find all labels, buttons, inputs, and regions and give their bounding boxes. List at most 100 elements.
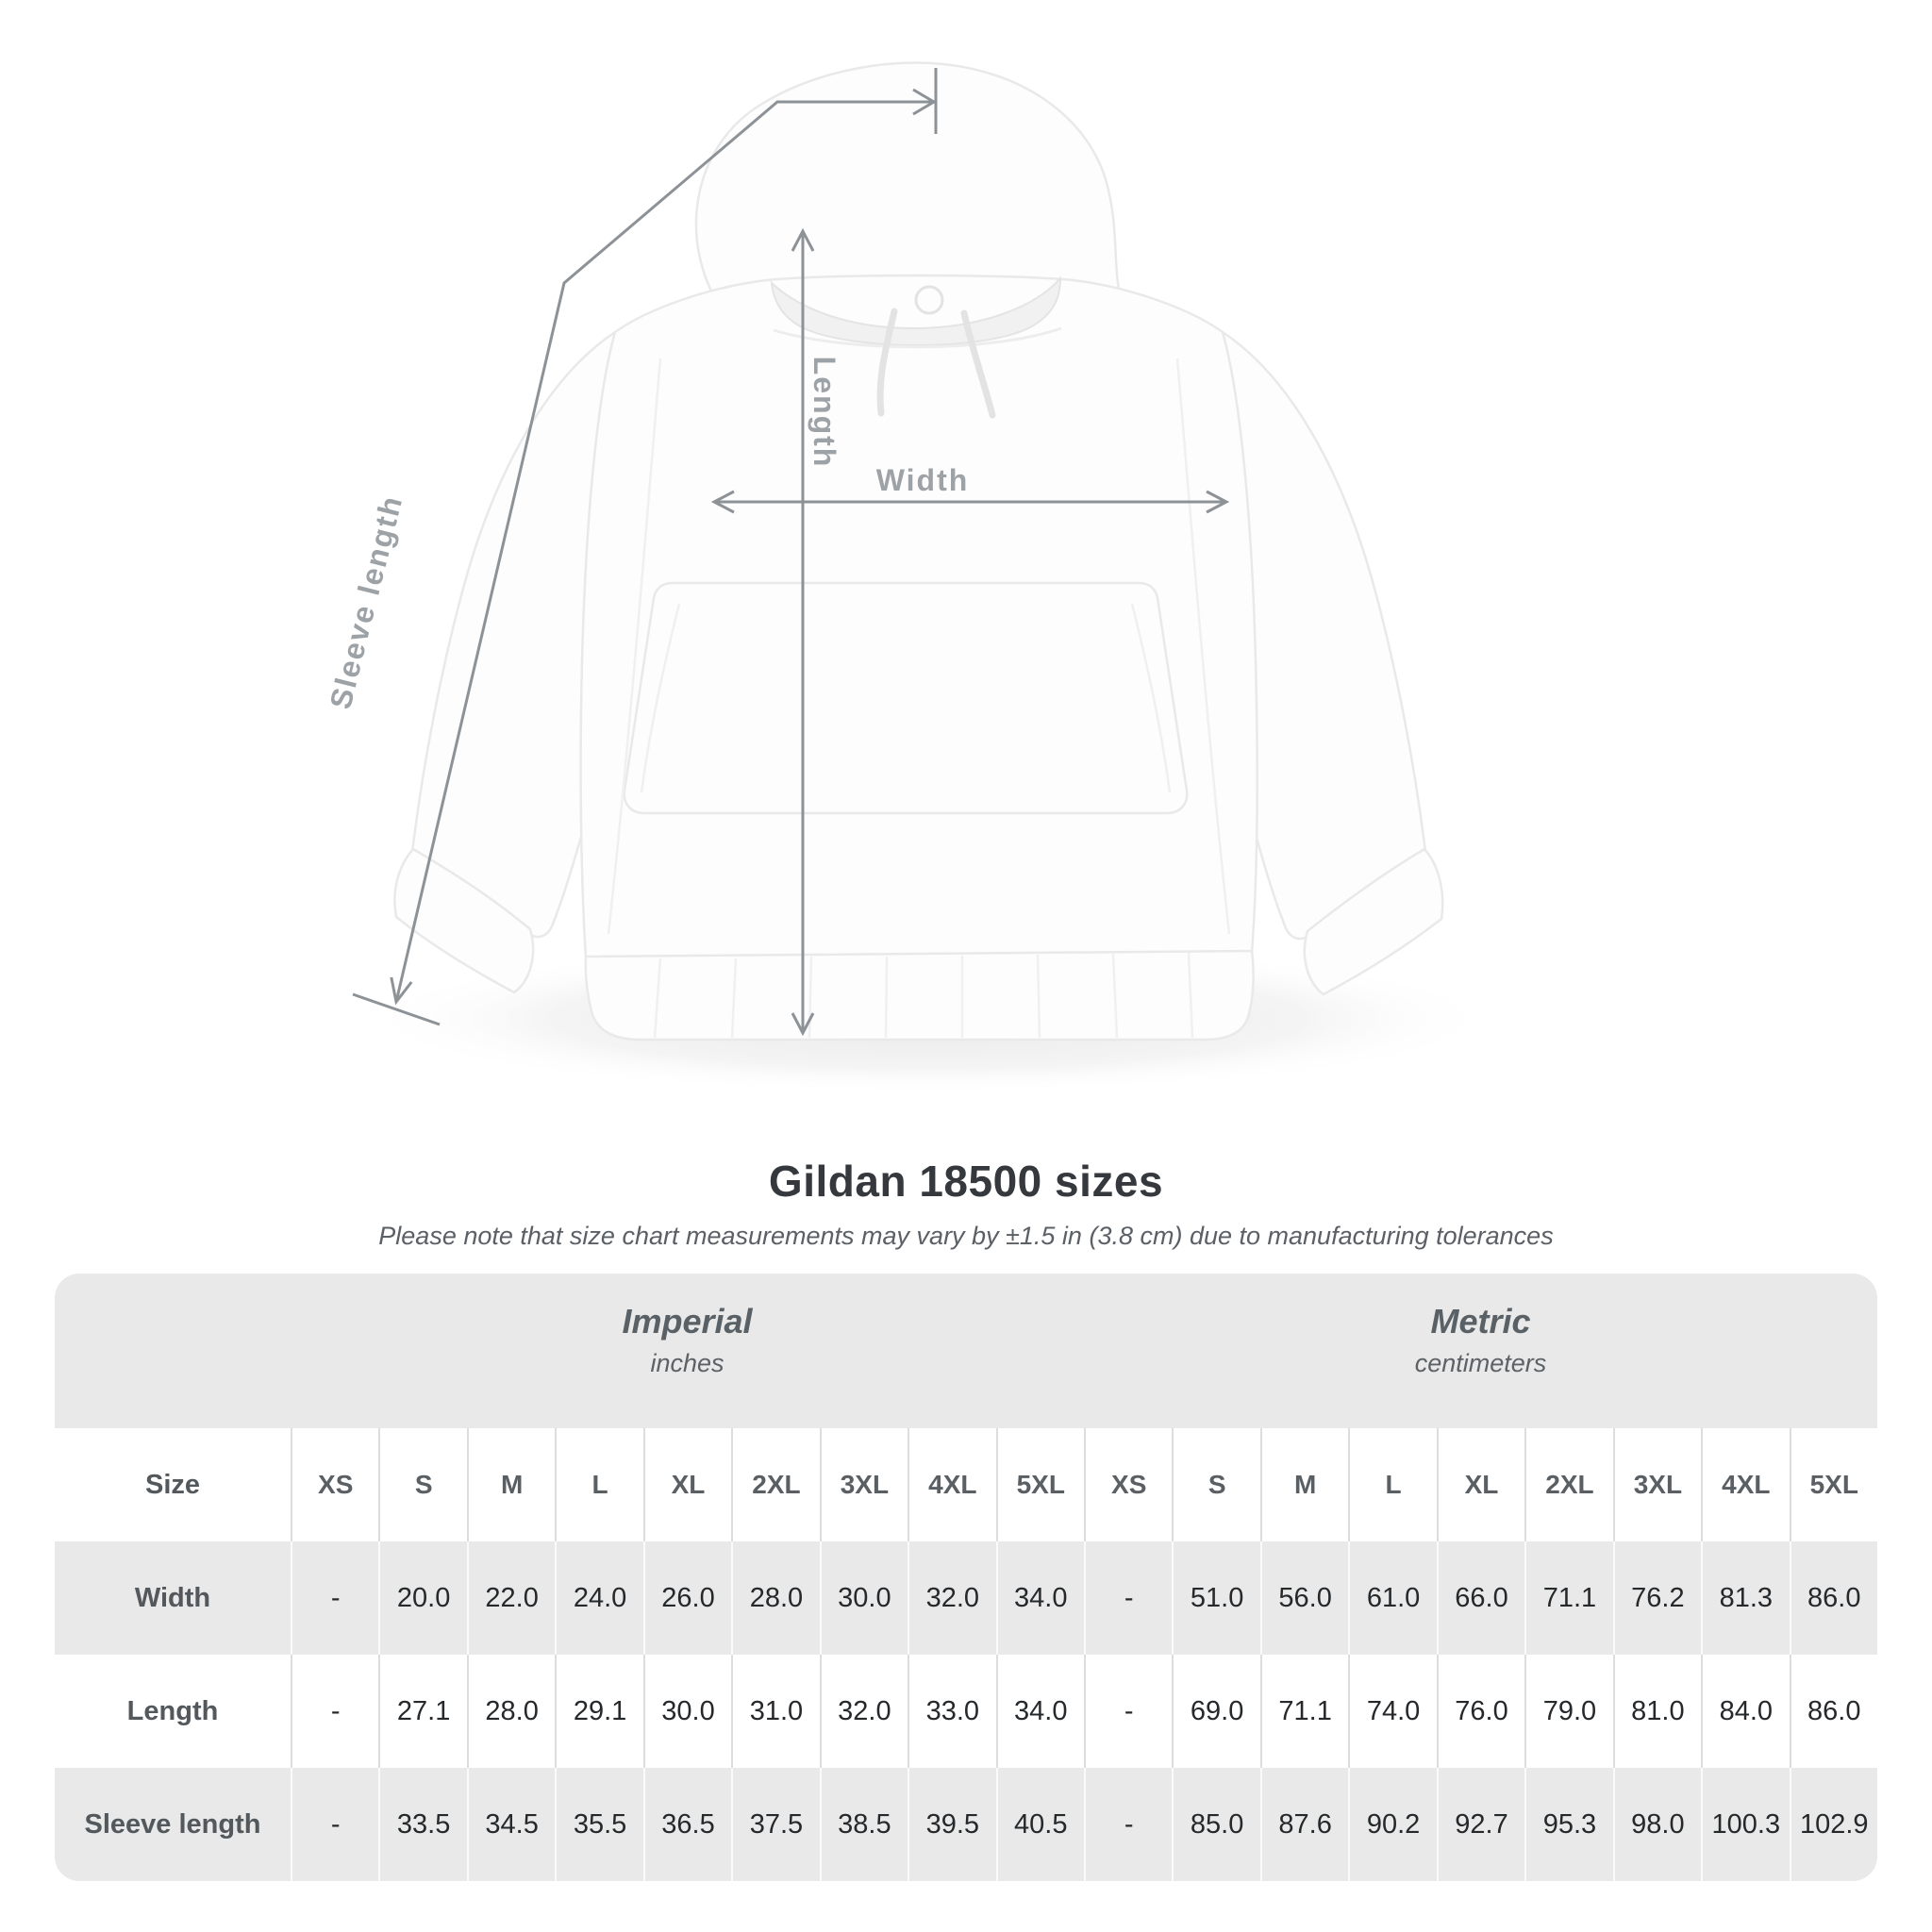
value-cell: 100.3 (1701, 1768, 1789, 1881)
size-header-cell: 5XL (995, 1428, 1084, 1541)
width-arrow (710, 490, 1230, 514)
value-cell: 92.7 (1436, 1768, 1524, 1881)
value-cell: 28.0 (731, 1541, 819, 1655)
imperial-unit: inches (650, 1349, 724, 1377)
value-cell: 81.0 (1612, 1655, 1701, 1768)
value-cell: 81.3 (1701, 1541, 1789, 1655)
imperial-title: Imperial (622, 1302, 753, 1341)
value-cell: 27.1 (378, 1655, 466, 1768)
value-cell: - (1083, 1655, 1172, 1768)
value-cell: 24.0 (555, 1541, 642, 1655)
metric-unit: centimeters (1414, 1349, 1547, 1377)
measurement-arrows (352, 68, 1230, 1037)
page-title: Gildan 18500 sizes (768, 1157, 1164, 1206)
size-header-cell: L (555, 1428, 642, 1541)
value-cell: 98.0 (1612, 1768, 1701, 1881)
value-cell: 40.5 (995, 1768, 1084, 1881)
hem-band (584, 949, 1255, 1041)
drawstring-knot (914, 285, 944, 315)
drawstrings (876, 308, 996, 419)
value-cell: 74.0 (1348, 1655, 1436, 1768)
hoodie-body-shapes (393, 61, 1444, 1041)
length-arrow (791, 227, 815, 1037)
left-cuff (393, 847, 535, 994)
value-cell: 20.0 (378, 1541, 466, 1655)
size-header-cell: XL (642, 1428, 731, 1541)
value-cell: 32.0 (908, 1541, 995, 1655)
value-cell: 29.1 (555, 1655, 642, 1768)
value-cell: - (1083, 1768, 1172, 1881)
size-header-cell: 2XL (731, 1428, 819, 1541)
sleeve-length-arrow (352, 68, 938, 1026)
metric-title: Metric (1430, 1302, 1531, 1341)
value-cell: 36.5 (642, 1768, 731, 1881)
row-label: Sleeve length (84, 1808, 261, 1840)
value-cell: 56.0 (1259, 1541, 1348, 1655)
size-header-label: Size (144, 1469, 201, 1500)
row-label: Length (126, 1695, 219, 1726)
length-row: Length - 27.1 28.0 29.1 30.0 31.0 32.0 3… (55, 1655, 1877, 1768)
row-label: Width (134, 1582, 211, 1613)
value-cell: 38.5 (819, 1768, 908, 1881)
value-cell: 26.0 (642, 1541, 731, 1655)
value-cell: 85.0 (1172, 1768, 1259, 1881)
value-cell: 35.5 (555, 1768, 642, 1881)
size-header-row: Size XS S M L XL 2XL 3XL 4XL 5XL XS S M … (55, 1428, 1877, 1541)
size-header-cell: 5XL (1789, 1428, 1877, 1541)
width-row: Width - 20.0 22.0 24.0 26.0 28.0 30.0 32… (55, 1541, 1877, 1655)
size-header-cell: XS (291, 1428, 378, 1541)
size-header-cell: XL (1436, 1428, 1524, 1541)
value-cell: 51.0 (1172, 1541, 1259, 1655)
size-header-cell: 2XL (1524, 1428, 1612, 1541)
value-cell: - (291, 1768, 378, 1881)
size-header-cell: 3XL (1612, 1428, 1701, 1541)
size-header-cell: 3XL (819, 1428, 908, 1541)
hoodie-illustration (352, 61, 1505, 1094)
length-measure-label: Length (808, 356, 841, 469)
page-subtitle: Please note that size chart measurements… (378, 1222, 1554, 1250)
value-cell: 37.5 (731, 1768, 819, 1881)
value-cell: 84.0 (1701, 1655, 1789, 1768)
value-cell: - (291, 1541, 378, 1655)
size-header-cell: 4XL (1701, 1428, 1789, 1541)
value-cell: 30.0 (819, 1541, 908, 1655)
value-cell: 22.0 (466, 1541, 555, 1655)
value-cell: 71.1 (1524, 1541, 1612, 1655)
sleeve-length-row: Sleeve length - 33.5 34.5 35.5 36.5 37.5… (55, 1768, 1877, 1881)
value-cell: 95.3 (1524, 1768, 1612, 1881)
value-cell: 87.6 (1259, 1768, 1348, 1881)
kangaroo-pocket (623, 581, 1189, 815)
value-cell: 34.0 (995, 1541, 1084, 1655)
value-cell: - (1083, 1541, 1172, 1655)
value-cell: 79.0 (1524, 1655, 1612, 1768)
value-cell: 61.0 (1348, 1541, 1436, 1655)
value-cell: 34.0 (995, 1655, 1084, 1768)
value-cell: 86.0 (1789, 1541, 1877, 1655)
size-header-cell: S (1172, 1428, 1259, 1541)
right-cuff (1303, 847, 1444, 996)
value-cell: 30.0 (642, 1655, 731, 1768)
imperial-header: Imperial inches (291, 1274, 1084, 1428)
value-cell: 39.5 (908, 1768, 995, 1881)
value-cell: 66.0 (1436, 1541, 1524, 1655)
size-header-cell: S (378, 1428, 466, 1541)
value-cell: 102.9 (1789, 1768, 1877, 1881)
value-cell: 32.0 (819, 1655, 908, 1768)
value-cell: 28.0 (466, 1655, 555, 1768)
size-header-cell: M (466, 1428, 555, 1541)
metric-header: Metric centimeters (1084, 1274, 1877, 1428)
collar-shadow (773, 326, 1062, 349)
size-header-cell: M (1259, 1428, 1348, 1541)
value-cell: 76.0 (1436, 1655, 1524, 1768)
value-cell: 31.0 (731, 1655, 819, 1768)
value-cell: 76.2 (1612, 1541, 1701, 1655)
value-cell: 33.5 (378, 1768, 466, 1881)
value-cell: 86.0 (1789, 1655, 1877, 1768)
value-cell: 69.0 (1172, 1655, 1259, 1768)
value-cell: 90.2 (1348, 1768, 1436, 1881)
unit-header-band: Imperial inches Metric centimeters (55, 1274, 1877, 1428)
size-header-cell: 4XL (908, 1428, 995, 1541)
value-cell: - (291, 1655, 378, 1768)
value-cell: 34.5 (466, 1768, 555, 1881)
